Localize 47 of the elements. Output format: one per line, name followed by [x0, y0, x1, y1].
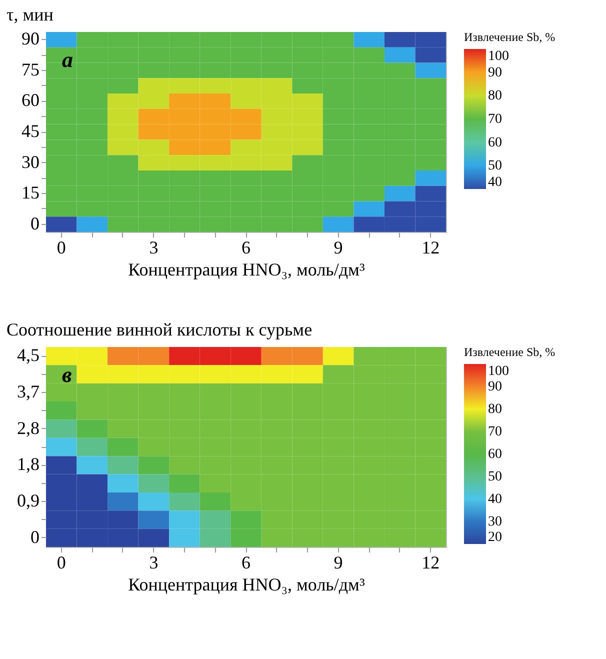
color-bar-label: 60 [488, 135, 502, 150]
y-tick-label: 30 [22, 152, 40, 172]
annotation: в [62, 362, 72, 387]
color-bar-label: 90 [488, 380, 502, 394]
color-bar-label: 100 [488, 364, 509, 379]
color-bar-label: 70 [488, 424, 502, 440]
x-tick-label: 6 [242, 238, 250, 258]
x-tick-label: 9 [334, 238, 343, 258]
y-axis-title: τ, мин [6, 4, 54, 24]
color-bar-label: 90 [488, 65, 502, 80]
x-tick-label: 0 [56, 552, 66, 572]
y-tick-label: 1,8 [17, 454, 40, 474]
color-bar-label: 40 [488, 492, 502, 507]
x-tick-label: 0 [56, 238, 66, 258]
color-bar-label: 30 [488, 514, 502, 530]
annotation: а [62, 47, 73, 72]
color-bar-label: 20 [488, 530, 502, 545]
x-tick-label: 12 [422, 552, 440, 572]
legend-title: Извлечение Sb, % [464, 345, 556, 359]
y-tick-label: 0 [30, 526, 40, 547]
y-tick-label: 3,7 [17, 381, 40, 402]
color-bar-label: 70 [488, 112, 502, 127]
x-axis-title: Концентрация HNO₃, моль/дм³ [128, 260, 366, 280]
legend-title: Извлечение Sb, % [464, 30, 556, 44]
color-bar-label: 80 [488, 402, 502, 417]
x-tick-label: 3 [149, 238, 158, 258]
y-tick-label: 0,9 [17, 490, 40, 511]
y-tick-label: 45 [22, 121, 40, 141]
color-bar-label: 50 [488, 470, 502, 484]
color-bar-label: 40 [488, 175, 502, 190]
x-tick-label: 3 [149, 552, 158, 572]
color-bar-label: 60 [488, 447, 502, 462]
x-tick-label: 6 [242, 552, 250, 572]
y-tick-label: 60 [22, 90, 40, 110]
y-axis-title: Соотношение винной кислоты к сурьме [6, 320, 312, 340]
color-bar-label: 100 [488, 49, 509, 64]
y-tick-label: 75 [22, 59, 40, 80]
y-tick-label: 2,8 [17, 418, 40, 438]
color-bar-label: 50 [488, 158, 502, 174]
x-axis-title: Концентрация HNO₃, моль/дм³ [128, 574, 366, 594]
x-tick-label: 12 [422, 238, 440, 258]
y-tick-label: 90 [22, 28, 40, 49]
y-tick-label: 0 [30, 213, 40, 234]
x-tick-label: 9 [334, 552, 343, 572]
y-tick-label: 4,5 [17, 345, 40, 366]
color-bar-label: 80 [488, 88, 502, 104]
y-tick-label: 15 [22, 182, 40, 203]
